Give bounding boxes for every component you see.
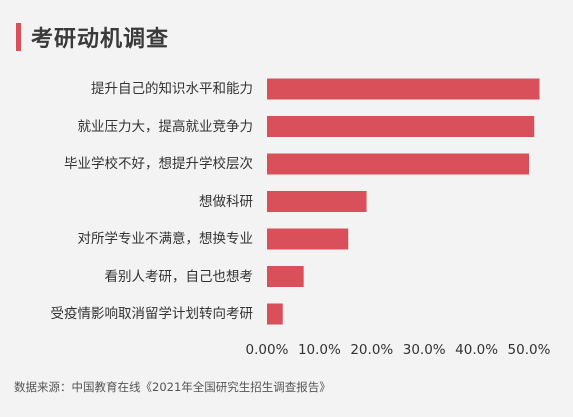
category-label: 受疫情影响取消留学计划转向考研 bbox=[50, 306, 254, 322]
bar-7 bbox=[267, 303, 283, 325]
x-tick-label: 50.0% bbox=[508, 342, 551, 358]
category-label: 对所学专业不满意，想换专业 bbox=[77, 231, 254, 247]
category-label: 想做科研 bbox=[199, 193, 253, 210]
title-block: 考研动机调查 bbox=[16, 22, 169, 52]
bar-6 bbox=[267, 266, 304, 287]
category-label: 就业压力大，提高就业竞争力 bbox=[77, 118, 254, 135]
x-tick-label: 20.0% bbox=[350, 342, 393, 358]
bar-3 bbox=[267, 153, 529, 175]
bar-5 bbox=[267, 228, 349, 250]
category-label: 看别人考研，自己也想考 bbox=[104, 268, 254, 285]
x-tick-label: 0.00% bbox=[246, 342, 289, 358]
category-label: 提升自己的知识水平和能力 bbox=[91, 81, 253, 97]
x-tick-label: 10.0% bbox=[298, 342, 341, 358]
chart-title: 考研动机调查 bbox=[31, 27, 170, 52]
x-tick-label: 30.0% bbox=[403, 342, 446, 358]
category-label: 毕业学校不好，想提升学校层次 bbox=[64, 156, 253, 172]
source-note: 数据来源：中国教育在线《2021年全国研究生招生调查报告》 bbox=[14, 380, 331, 394]
title-accent-bar bbox=[16, 23, 21, 51]
bar-1 bbox=[267, 78, 540, 100]
x-tick-label: 40.0% bbox=[455, 342, 498, 358]
bar-2 bbox=[267, 116, 535, 137]
bar-4 bbox=[267, 191, 367, 212]
